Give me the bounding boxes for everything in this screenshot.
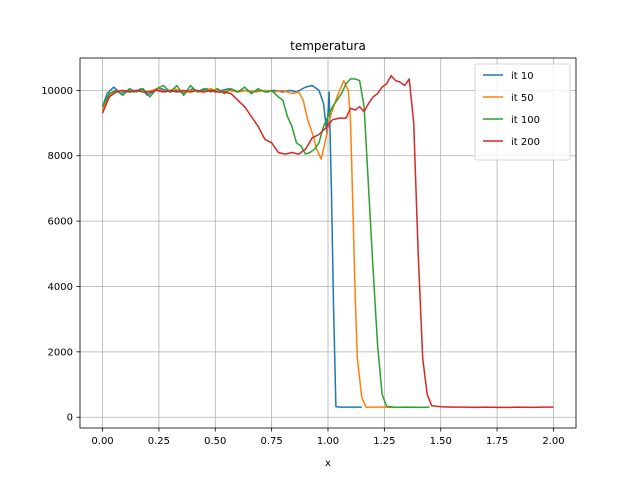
series-line-3: [101, 78, 430, 409]
y-tick-label: 2000: [48, 347, 73, 358]
series-line-4: [101, 74, 554, 409]
axis-ticks: 0.00 0.25 0.50 0.75 1.00 1.25 1.50 1.75 2.00 0 200…: [41, 86, 564, 447]
x-tick-label: 0.00: [91, 436, 113, 447]
plot-lines: [101, 74, 554, 409]
chart-title: temperatura: [290, 39, 366, 53]
x-tick-label: 0.75: [261, 436, 283, 447]
legend-label: it 10: [511, 71, 534, 82]
x-tick-label: 0.25: [148, 436, 170, 447]
y-tick-label: 4000: [48, 282, 73, 293]
x-tick-label: 1.25: [373, 436, 395, 447]
x-tick-label: 1.50: [430, 436, 452, 447]
legend-label: it 50: [511, 93, 534, 104]
x-tick-label: 0.50: [204, 436, 226, 447]
legend-label: it 100: [511, 115, 540, 126]
x-tick-label: 2.00: [542, 436, 564, 447]
legend-box: [474, 63, 571, 161]
x-axis-label: x: [325, 458, 331, 469]
y-tick-label: 0: [67, 413, 73, 424]
x-tick-label: 1.00: [317, 436, 339, 447]
y-tick-label: 6000: [48, 217, 73, 228]
legend: it 10 it 50 it 100 it 200: [474, 63, 571, 161]
x-tick-label: 1.75: [486, 436, 508, 447]
y-tick-label: 8000: [48, 151, 73, 162]
y-tick-label: 10000: [41, 86, 73, 97]
legend-label: it 200: [511, 137, 540, 148]
